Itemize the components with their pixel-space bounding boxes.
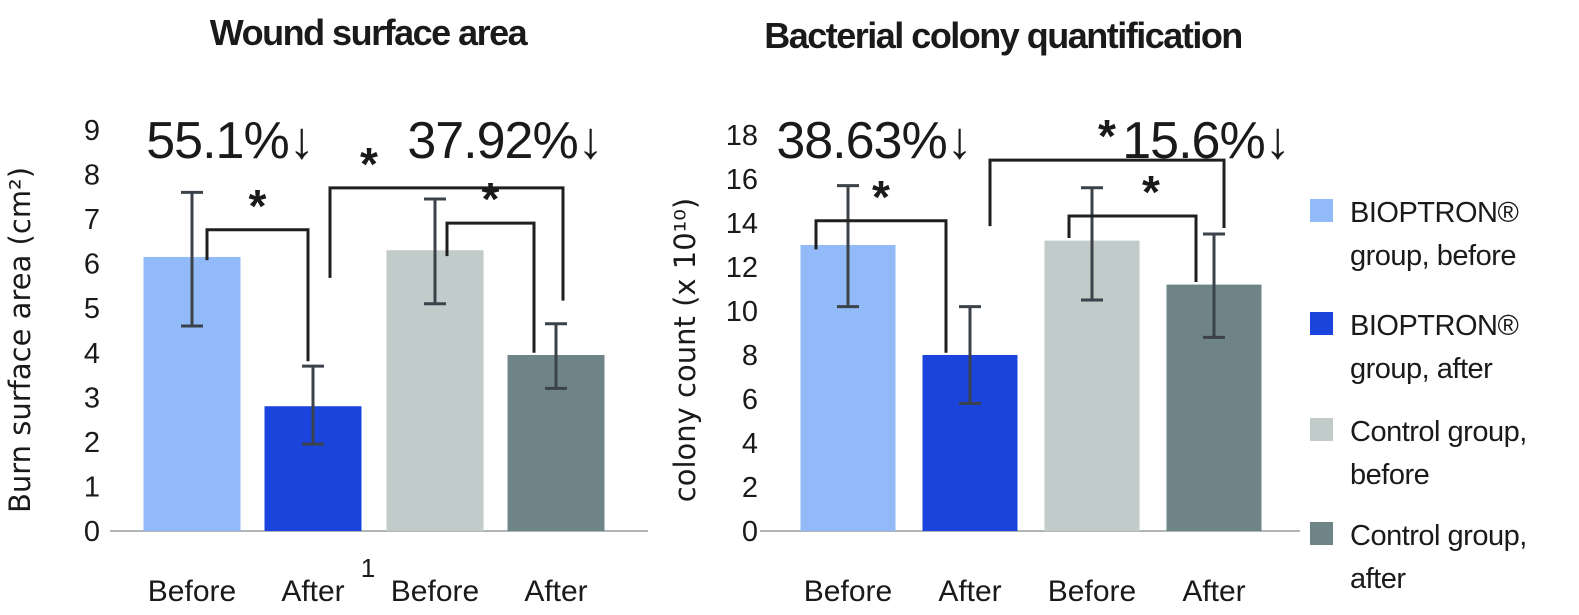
x-category-label-2: Before <box>391 575 479 608</box>
chart-svg-0: * * * Wound surface area Burn surface area (… <box>3 12 648 608</box>
chart-title: Wound surface area <box>210 12 529 53</box>
legend-swatch-icon <box>1310 312 1333 335</box>
legend-swatch-icon <box>1310 522 1333 545</box>
y-tick-label-10: 10 <box>726 296 758 328</box>
error-bar-bioptron-group-before <box>837 184 859 309</box>
sig-bracket-0-1 <box>328 186 565 301</box>
y-axis-label: colony count (x 10¹⁰) <box>668 198 702 502</box>
y-tick-label-0: 0 <box>742 516 758 548</box>
x-category-label-1: After <box>281 575 344 608</box>
sig-star-0-1: * <box>360 138 378 190</box>
error-bar-control-group-before <box>424 197 446 306</box>
error-bar-control-group-before <box>1081 186 1103 302</box>
y-tick-label-8: 8 <box>742 340 758 372</box>
y-tick-label-5: 5 <box>84 293 100 325</box>
sig-star-1-2: * <box>1142 166 1160 218</box>
sig-star-0-0: * <box>249 180 267 232</box>
y-tick-label-7: 7 <box>84 204 100 236</box>
legend-swatch-icon <box>1310 199 1333 222</box>
sig-bracket-0-2 <box>445 221 536 353</box>
chart-wound-surface-area: * * * Wound surface area Burn surface area (… <box>0 0 660 615</box>
legend-item-control-group-before: Control group, before <box>1310 411 1527 497</box>
y-tick-label-3: 3 <box>84 382 100 414</box>
error-bar-control-group-after <box>545 322 567 390</box>
y-tick-label-8: 8 <box>84 160 100 192</box>
x-category-label-0: Before <box>804 575 892 608</box>
y-tick-label-4: 4 <box>742 428 758 460</box>
x-category-label-3: After <box>1182 575 1245 608</box>
sig-star-1-1: * <box>1098 110 1116 162</box>
percent-change-label-1-1: 15.6%↓ <box>1122 112 1289 170</box>
y-tick-label-6: 6 <box>742 384 758 416</box>
extra-label-0-0: 1 <box>361 553 375 583</box>
chart-title: Bacterial colony quantification <box>764 15 1242 56</box>
sig-bracket-1-1 <box>988 158 1226 229</box>
y-tick-label-2: 2 <box>742 472 758 504</box>
y-tick-label-16: 16 <box>726 164 758 196</box>
sig-star-1-0: * <box>872 171 890 223</box>
legend-item-bioptron-group-after: BIOPTRON® group, after <box>1310 305 1519 391</box>
y-tick-label-0: 0 <box>84 516 100 548</box>
y-tick-label-1: 1 <box>84 471 100 503</box>
legend-item-control-group-after: Control group, after <box>1310 515 1527 601</box>
y-tick-label-4: 4 <box>84 338 100 370</box>
percent-change-label-1-0: 38.63%↓ <box>776 112 971 170</box>
chart-legend: BIOPTRON® group, before BIOPTRON® group, af… <box>1300 0 1579 615</box>
y-tick-label-14: 14 <box>726 208 758 240</box>
sig-bracket-1-2 <box>1067 214 1198 282</box>
sig-star-0-2: * <box>482 173 500 225</box>
y-tick-label-9: 9 <box>84 115 100 147</box>
y-tick-label-2: 2 <box>84 427 100 459</box>
percent-change-label-0-0: 55.1%↓ <box>146 112 313 170</box>
sig-bracket-1-0 <box>814 219 948 353</box>
legend-item-bioptron-group-before: BIOPTRON® group, before <box>1310 192 1519 278</box>
error-bar-control-group-after <box>1203 232 1225 339</box>
x-category-label-1: After <box>938 575 1001 608</box>
percent-change-label-0-1: 37.92%↓ <box>407 112 602 170</box>
x-category-label-3: After <box>524 575 587 608</box>
error-bar-bioptron-group-after <box>302 364 324 446</box>
chart-svg-1: * * * Bacterial colony quantification colony… <box>668 15 1300 608</box>
error-bar-bioptron-group-before <box>181 190 203 328</box>
legend-swatch-icon <box>1310 418 1333 441</box>
y-tick-label-18: 18 <box>726 120 758 152</box>
legend-label: BIOPTRON® group, before <box>1350 197 1519 272</box>
sig-bracket-0-0 <box>205 228 310 362</box>
y-tick-label-6: 6 <box>84 249 100 281</box>
legend-label: Control group, after <box>1350 520 1527 595</box>
legend-label: BIOPTRON® group, after <box>1350 310 1519 385</box>
x-category-label-0: Before <box>148 575 236 608</box>
y-tick-label-12: 12 <box>726 252 758 284</box>
error-bar-bioptron-group-after <box>959 305 981 405</box>
x-category-label-2: Before <box>1048 575 1136 608</box>
y-axis-label: Burn surface area (cm²) <box>3 167 37 513</box>
legend-label: Control group, before <box>1350 416 1527 491</box>
chart-bacterial-colony-quantification: * * * Bacterial colony quantification colony… <box>660 0 1320 615</box>
